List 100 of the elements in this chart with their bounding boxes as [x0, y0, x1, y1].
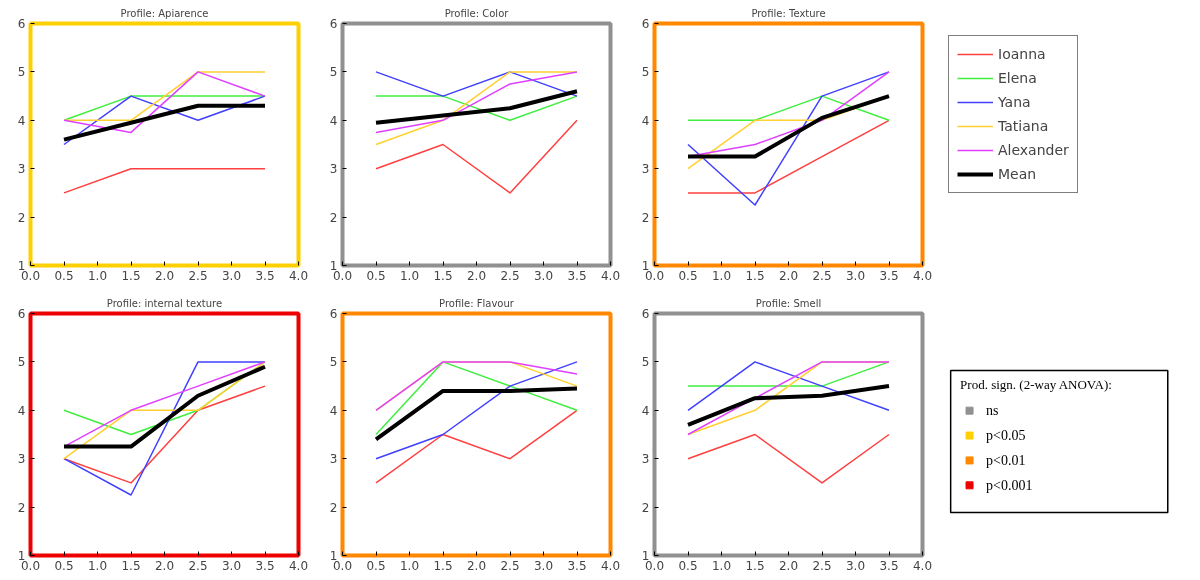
x-tick-label: 4.0: [288, 268, 309, 283]
legend-label: Tatiana: [998, 118, 1049, 134]
y-tick-label: 6: [329, 17, 338, 31]
y-tick-label: 6: [641, 17, 650, 31]
y-tick-label: 5: [641, 355, 650, 370]
x-tick-label: 2.0: [466, 558, 487, 573]
category-label: p<0.001: [986, 477, 1033, 493]
x-tick-label: 4.0: [600, 268, 621, 283]
y-tick-label: 3: [17, 452, 26, 467]
x-tick-label: 0.5: [54, 268, 74, 283]
y-tick-label: 3: [641, 162, 650, 177]
x-tick-label: 1.5: [433, 268, 453, 283]
legend-label: Alexander: [998, 142, 1069, 158]
x-tick-label: 3.0: [845, 268, 866, 283]
x-tick-label: 1.0: [711, 558, 732, 573]
text: Prod. sign. (2-way ANOVA):: [960, 377, 1112, 393]
y-tick-label: 6: [17, 307, 26, 321]
x-tick-label: 1.5: [121, 558, 141, 573]
x-tick-label: 2.0: [154, 558, 175, 573]
y-tick-label: 6: [17, 17, 26, 31]
legend-label: Ioanna: [998, 46, 1046, 62]
y-tick-label: 2: [329, 500, 338, 515]
y-tick-label: 6: [641, 307, 650, 321]
x-tick-label: 3.5: [567, 268, 587, 283]
x-tick-label: 2.5: [812, 268, 832, 283]
x-tick-label: 4.0: [912, 268, 933, 283]
legend-label: Mean: [998, 166, 1037, 182]
y-tick-label: 5: [641, 65, 650, 80]
y-tick-label: 4: [641, 113, 650, 128]
x-tick-label: 3.5: [879, 268, 899, 283]
x-tick-label: 4.0: [600, 558, 621, 573]
x-tick-label: 2.5: [500, 558, 520, 573]
x-tick-label: 3.5: [567, 558, 587, 573]
chart-title: Profile: Flavour: [439, 297, 515, 309]
x-tick-label: 2.5: [812, 558, 832, 573]
x-tick-label: 1.5: [433, 558, 453, 573]
y-tick-label: 4: [641, 403, 650, 418]
chart-title: Profile: internal texture: [106, 297, 223, 309]
x-tick-label: 1.0: [399, 558, 420, 573]
x-tick-label: 3.0: [221, 268, 242, 283]
x-tick-label: 0.0: [332, 268, 353, 283]
x-tick-label: 0.5: [678, 558, 698, 573]
x-tick-label: 1.5: [745, 268, 765, 283]
x-tick-label: 2.0: [778, 268, 799, 283]
x-tick-label: 3.5: [255, 558, 275, 573]
x-tick-label: 1.5: [745, 558, 765, 573]
y-tick-label: 2: [641, 210, 650, 225]
x-tick-label: 0.5: [366, 268, 386, 283]
x-tick-label: 2.0: [466, 268, 487, 283]
x-tick-label: 2.5: [188, 558, 208, 573]
x-tick-label: 4.0: [288, 558, 309, 573]
x-tick-label: 3.5: [879, 558, 899, 573]
x-tick-label: 0.0: [332, 558, 353, 573]
x-tick-label: 3.0: [845, 558, 866, 573]
x-tick-label: 3.5: [255, 268, 275, 283]
y-tick-label: 2: [17, 210, 26, 225]
y-tick-label: 5: [17, 65, 26, 80]
x-tick-label: 2.5: [188, 268, 208, 283]
x-tick-label: 2.0: [154, 268, 175, 283]
y-tick-label: 3: [641, 452, 650, 467]
y-tick-label: 2: [641, 500, 650, 515]
chart-title: Profile: Texture: [751, 7, 826, 19]
x-tick-label: 2.5: [500, 268, 520, 283]
y-tick-label: 3: [329, 452, 338, 467]
y-tick-label: 2: [329, 210, 338, 225]
category-label: p<0.01: [986, 452, 1026, 468]
x-tick-label: 4.0: [912, 558, 933, 573]
x-tick-label: 1.0: [87, 268, 108, 283]
category-label: p<0.05: [986, 428, 1026, 444]
x-tick-label: 0.0: [20, 558, 41, 573]
y-tick-label: 5: [17, 355, 26, 370]
x-tick-label: 0.5: [366, 558, 386, 573]
x-tick-label: 0.0: [644, 268, 665, 283]
x-tick-label: 3.0: [221, 558, 242, 573]
y-tick-label: 3: [329, 162, 338, 177]
x-tick-label: 3.0: [533, 268, 554, 283]
x-tick-label: 1.0: [399, 268, 420, 283]
y-tick-label: 5: [329, 65, 338, 80]
y-tick-label: 6: [329, 307, 338, 321]
x-tick-label: 1.0: [711, 268, 732, 283]
chart-title: Profile: Apiarence: [120, 7, 209, 19]
y-tick-label: 4: [329, 403, 338, 418]
x-tick-label: 1.5: [121, 268, 141, 283]
x-tick-label: 0.0: [644, 558, 665, 573]
x-tick-label: 3.0: [533, 558, 554, 573]
x-tick-label: 0.0: [20, 268, 41, 283]
category-label: ns: [986, 403, 999, 419]
y-tick-label: 3: [17, 162, 26, 177]
chart-title: Profile: Color: [444, 7, 510, 19]
legend-label: Yana: [998, 94, 1031, 110]
y-tick-label: 4: [17, 403, 26, 418]
x-tick-label: 2.0: [778, 558, 799, 573]
y-tick-label: 4: [17, 113, 26, 128]
x-tick-label: 0.5: [678, 268, 698, 283]
y-tick-label: 5: [329, 355, 338, 370]
x-tick-label: 0.5: [54, 558, 74, 573]
chart-title: Profile: Smell: [755, 297, 822, 309]
y-tick-label: 4: [329, 113, 338, 128]
legend-label: Elena: [998, 70, 1037, 86]
x-tick-label: 1.0: [87, 558, 108, 573]
